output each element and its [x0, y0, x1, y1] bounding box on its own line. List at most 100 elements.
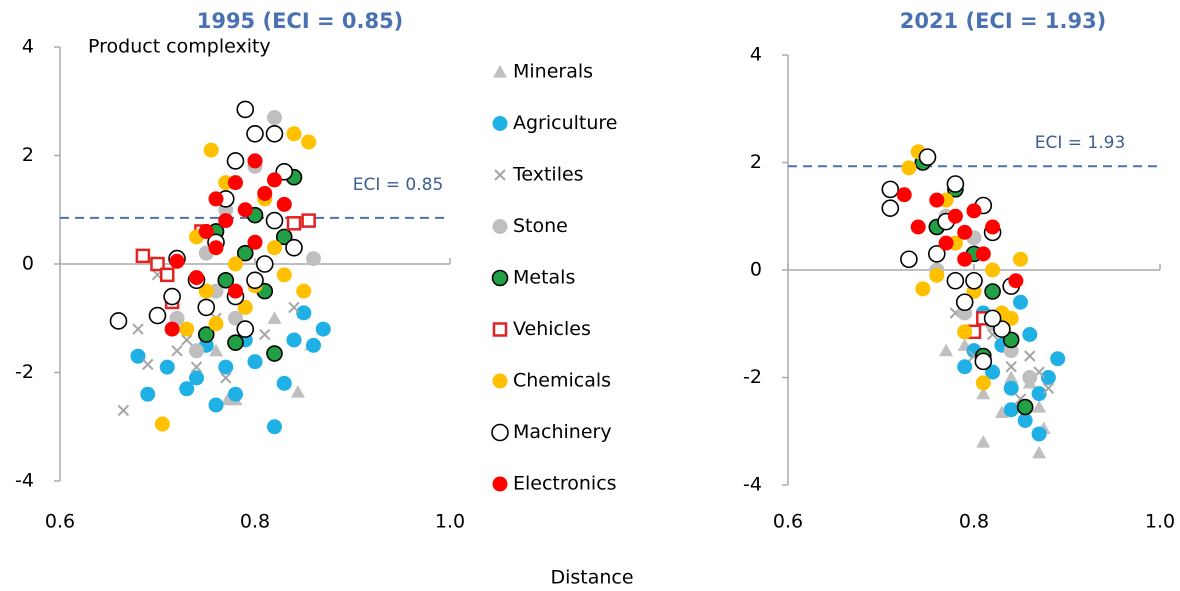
legend-marker [491, 269, 509, 287]
point [301, 134, 317, 150]
point [169, 253, 185, 269]
legend-label: Textiles [512, 164, 584, 186]
point [955, 293, 974, 312]
point [246, 125, 264, 143]
point [1031, 386, 1047, 402]
legend-label: Metals [513, 267, 575, 289]
point [236, 320, 255, 338]
point [154, 416, 170, 432]
point [159, 359, 175, 375]
point [1024, 350, 1036, 362]
legend-marker [494, 169, 506, 181]
point [1003, 380, 1019, 396]
legend-label: Agriculture [513, 112, 618, 134]
point [198, 223, 214, 239]
point [276, 375, 292, 391]
point [208, 191, 224, 207]
x-tick-label: 0.8 [959, 511, 989, 533]
point [236, 100, 255, 119]
point [267, 110, 282, 126]
point [218, 359, 234, 375]
point [150, 256, 165, 272]
x-tick-label: 1.0 [1145, 511, 1175, 533]
point [189, 270, 204, 286]
point [976, 435, 991, 448]
point [976, 386, 991, 400]
point [266, 345, 283, 362]
legend-marker [492, 116, 508, 131]
x-tick-label: 0.6 [773, 511, 803, 533]
point [296, 305, 312, 321]
point [142, 358, 154, 371]
point [130, 348, 146, 364]
y-tick-label: -4 [743, 474, 762, 496]
point [947, 208, 963, 224]
point [957, 224, 973, 240]
point [1031, 426, 1047, 442]
x-tick-label: 0.8 [240, 511, 270, 533]
point [1013, 251, 1028, 267]
point [984, 283, 1001, 300]
point [1016, 398, 1034, 416]
point [915, 281, 931, 297]
point [1008, 273, 1024, 289]
point [1040, 370, 1056, 385]
point [927, 245, 946, 263]
point [228, 256, 243, 272]
point [257, 185, 273, 201]
point [267, 240, 282, 256]
point [237, 202, 253, 218]
point [208, 397, 224, 413]
y-tick-label: -4 [15, 470, 34, 492]
point [966, 203, 982, 219]
point [985, 262, 1001, 278]
x-axis-label: Distance [550, 567, 633, 589]
point [189, 343, 204, 359]
point [975, 375, 991, 391]
point [117, 404, 130, 417]
point [994, 405, 1009, 419]
legend-label: Electronics [513, 473, 617, 495]
point [910, 219, 926, 235]
legend-marker [492, 219, 508, 234]
y-axis-label: Product complexity [88, 36, 271, 58]
point [160, 267, 175, 283]
point [109, 312, 128, 330]
legend-label: Chemicals [513, 370, 611, 392]
point [1022, 370, 1038, 385]
point [983, 309, 1002, 328]
point [203, 142, 219, 158]
point [228, 310, 243, 326]
point [315, 321, 331, 337]
point [929, 267, 945, 283]
point [148, 306, 167, 325]
legend-label: Vehicles [513, 318, 591, 340]
point [957, 324, 973, 340]
point [267, 419, 282, 435]
x-tick-label: 0.6 [45, 511, 75, 533]
legend-marker [493, 65, 507, 78]
point [296, 283, 312, 299]
point [290, 385, 305, 398]
point [197, 326, 215, 343]
point [946, 175, 965, 193]
point [1013, 294, 1028, 310]
x-tick-label: 1.0 [435, 511, 465, 533]
point [135, 248, 151, 264]
point [255, 255, 274, 273]
point [1004, 370, 1019, 384]
legend-label: Machinery [513, 421, 612, 443]
point [946, 271, 965, 290]
point [1017, 413, 1033, 428]
point [1003, 310, 1019, 326]
point [288, 301, 300, 314]
point [881, 199, 900, 217]
point [236, 244, 254, 262]
point [901, 160, 917, 176]
point [171, 345, 183, 357]
point [957, 359, 973, 375]
point [1005, 361, 1017, 373]
point [226, 152, 245, 170]
point [247, 153, 263, 169]
